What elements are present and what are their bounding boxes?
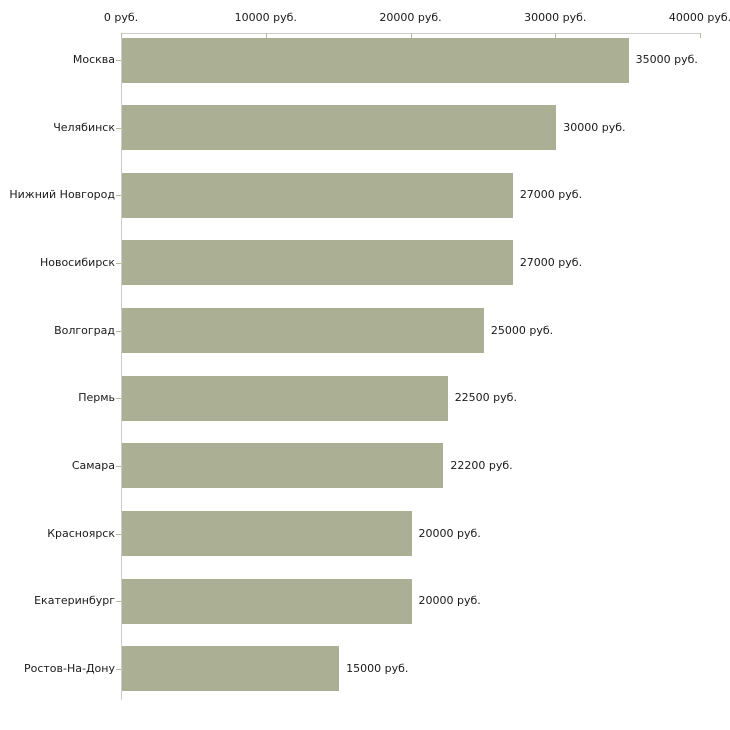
bar: [122, 240, 513, 286]
category-label: Волгоград: [54, 323, 115, 337]
category-label: Пермь: [78, 391, 115, 405]
value-label: 27000 руб.: [519, 255, 583, 269]
x-axis-tick-label: 30000 руб.: [524, 11, 587, 24]
category-label: Самара: [71, 458, 115, 472]
x-axis-tick-label: 10000 руб.: [234, 11, 297, 24]
y-axis-tick: [116, 398, 121, 399]
y-axis-tick: [116, 60, 121, 61]
y-axis-line: [121, 33, 122, 700]
x-axis-tick-label: 20000 руб.: [379, 11, 442, 24]
x-axis-tick: [410, 33, 412, 38]
x-axis-tick: [265, 33, 267, 38]
x-axis-tick-label: 0 руб.: [103, 11, 139, 24]
bar: [122, 646, 340, 692]
y-axis-tick: [116, 128, 121, 129]
x-axis-tick: [121, 33, 122, 38]
value-label: 30000 руб.: [563, 120, 626, 134]
bar: [122, 375, 448, 421]
value-label: 15000 руб.: [346, 661, 409, 675]
value-label: 20000 руб.: [418, 594, 481, 608]
bar: [122, 308, 484, 354]
x-axis-tick: [555, 33, 557, 38]
value-label: 20000 руб.: [418, 526, 481, 540]
category-label: Новосибирск: [39, 255, 115, 269]
bar: [122, 172, 513, 218]
bar: [122, 578, 412, 624]
category-label: Нижний Новгород: [9, 188, 115, 202]
x-axis-tick-label: 40000 руб.: [668, 11, 730, 24]
bar: [122, 443, 444, 489]
y-axis-tick: [116, 601, 121, 602]
category-label: Екатеринбург: [34, 594, 115, 608]
value-label: 22500 руб.: [454, 391, 517, 405]
y-axis-tick: [116, 263, 121, 264]
category-label: Ростов-На-Дону: [23, 661, 115, 675]
y-axis-tick: [116, 195, 121, 196]
x-axis-tick: [700, 33, 701, 38]
y-axis-tick: [116, 331, 121, 332]
value-label: 35000 руб.: [635, 53, 698, 66]
value-label: 27000 руб.: [519, 188, 583, 202]
bar: [122, 511, 412, 557]
bar: [122, 105, 557, 151]
category-label: Челябинск: [53, 120, 115, 134]
y-axis-tick: [116, 534, 121, 535]
y-axis-tick: [116, 669, 121, 670]
bar: [122, 37, 629, 83]
value-label: 22200 руб.: [450, 458, 513, 472]
y-axis-tick: [116, 466, 121, 467]
category-label: Москва: [72, 53, 115, 66]
value-label: 25000 руб.: [490, 323, 554, 337]
category-label: Красноярск: [47, 526, 115, 540]
